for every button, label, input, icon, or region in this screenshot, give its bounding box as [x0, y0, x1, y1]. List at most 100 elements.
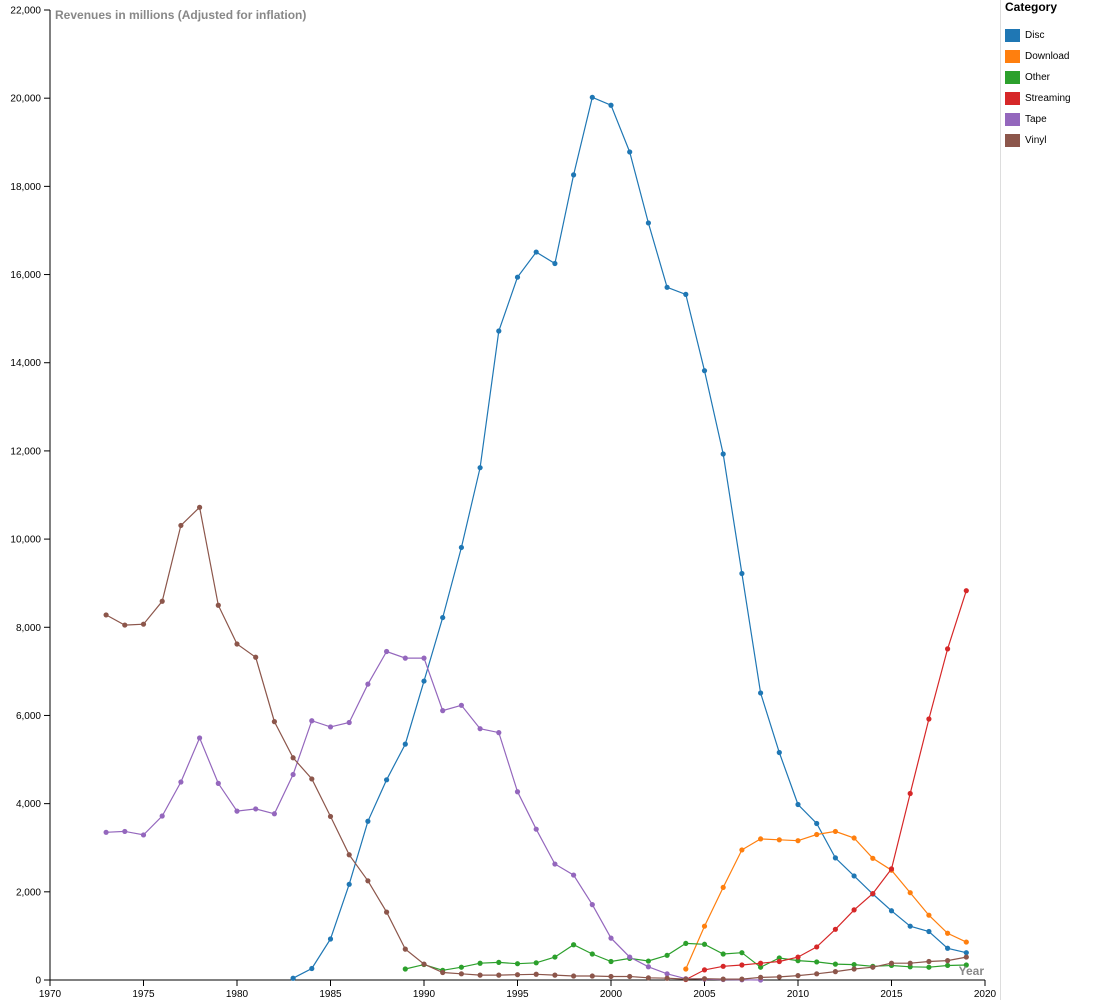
- x-tick-label: 2000: [600, 989, 623, 1000]
- data-point-other: [814, 959, 820, 965]
- y-tick-label: 4,000: [16, 799, 41, 810]
- x-tick-label: 1970: [39, 989, 62, 1000]
- legend-swatch-streaming: [1005, 91, 1020, 105]
- data-point-tape: [421, 655, 427, 661]
- data-point-vinyl: [795, 972, 801, 979]
- data-point-vinyl: [627, 973, 633, 980]
- data-point-tape: [346, 719, 352, 726]
- legend-label-download: Download: [1025, 50, 1070, 62]
- x-tick-label: 1980: [226, 989, 249, 1000]
- data-point-streaming: [814, 944, 820, 950]
- data-point-vinyl: [683, 976, 689, 982]
- data-point-disc: [795, 801, 801, 808]
- data-point-vinyl: [963, 954, 969, 960]
- data-point-vinyl: [758, 974, 764, 980]
- data-point-streaming: [870, 890, 876, 897]
- legend-item-download: Download: [1005, 48, 1069, 64]
- data-point-other: [552, 954, 558, 960]
- data-point-tape: [365, 681, 371, 687]
- data-point-vinyl: [327, 813, 334, 820]
- data-point-vinyl: [533, 971, 539, 977]
- y-tick-label: 8,000: [16, 623, 41, 634]
- y-tick-label: 20,000: [10, 94, 41, 105]
- data-point-vinyl: [253, 654, 259, 660]
- data-point-vinyl: [234, 641, 240, 647]
- data-point-vinyl: [776, 974, 782, 980]
- data-point-disc: [421, 678, 427, 684]
- data-point-vinyl: [215, 602, 221, 608]
- data-point-tape: [514, 789, 521, 795]
- data-point-disc: [963, 950, 969, 956]
- data-point-vinyl: [346, 852, 352, 858]
- data-point-other: [402, 966, 408, 972]
- data-point-other: [608, 958, 614, 965]
- x-tick-label: 1975: [132, 989, 155, 1000]
- data-point-tape: [533, 826, 539, 832]
- legend-swatch-vinyl: [1005, 133, 1020, 147]
- data-point-vinyl: [402, 946, 408, 952]
- series-vinyl: [103, 504, 969, 982]
- line-chart: 0 2,000 4,000 6,000 8,000 10,000 12,000 14,000 1…: [10, 6, 997, 1001]
- data-point-vinyl: [440, 969, 446, 976]
- data-point-vinyl: [178, 522, 184, 529]
- series-lines: [103, 94, 969, 983]
- data-point-disc: [402, 741, 408, 747]
- data-point-disc: [440, 614, 446, 621]
- data-point-streaming: [739, 962, 745, 968]
- data-point-disc: [739, 570, 745, 577]
- data-point-tape: [309, 718, 315, 724]
- data-point-tape: [477, 726, 483, 732]
- series-download: [683, 828, 969, 972]
- data-point-other: [477, 960, 483, 966]
- y-tick-label: 2,000: [16, 887, 41, 898]
- x-tick-label: 2015: [880, 989, 903, 1000]
- data-point-download: [870, 855, 876, 861]
- data-point-vinyl: [720, 976, 726, 982]
- data-point-disc: [776, 749, 782, 756]
- data-point-tape: [197, 735, 203, 741]
- data-point-vinyl: [514, 972, 521, 978]
- x-tick-label: 1985: [319, 989, 342, 1000]
- data-point-vinyl: [851, 966, 857, 972]
- data-point-download: [907, 890, 913, 896]
- data-point-vinyl: [271, 719, 277, 725]
- data-point-vinyl: [888, 960, 895, 966]
- data-point-other: [496, 959, 502, 965]
- data-point-disc: [888, 908, 895, 914]
- data-point-streaming: [720, 963, 726, 969]
- data-point-disc: [851, 873, 857, 879]
- data-point-vinyl: [309, 776, 315, 782]
- data-point-download: [720, 884, 726, 891]
- data-point-tape: [103, 829, 109, 835]
- series-line-disc: [292, 96, 967, 979]
- data-point-disc: [701, 368, 708, 374]
- data-point-download: [963, 939, 969, 945]
- data-point-other: [683, 940, 689, 947]
- data-point-tape: [122, 828, 128, 835]
- legend-label-streaming: Streaming: [1025, 92, 1071, 104]
- legend-item-tape: Tape: [1005, 111, 1047, 127]
- data-point-disc: [907, 923, 913, 929]
- data-point-tape: [215, 780, 221, 786]
- series-line-vinyl: [105, 506, 967, 980]
- data-point-disc: [926, 928, 932, 935]
- data-point-disc: [552, 260, 558, 267]
- data-point-vinyl: [384, 909, 390, 915]
- data-point-vinyl: [365, 878, 371, 884]
- data-point-other: [758, 964, 764, 970]
- data-point-disc: [477, 465, 483, 471]
- data-point-disc: [533, 249, 539, 255]
- data-point-disc: [645, 220, 652, 226]
- data-point-vinyl: [103, 612, 109, 618]
- legend-item-disc: Disc: [1005, 27, 1044, 43]
- legend-title: Category: [1005, 0, 1058, 14]
- data-point-vinyl: [926, 958, 932, 965]
- x-tick-label: 2020: [974, 989, 997, 1000]
- data-point-vinyl: [421, 961, 427, 967]
- data-point-vinyl: [645, 975, 652, 981]
- data-point-disc: [496, 328, 502, 334]
- data-point-disc: [290, 975, 296, 981]
- y-tick-label: 22,000: [10, 6, 41, 17]
- data-point-vinyl: [945, 958, 951, 964]
- data-point-vinyl: [458, 971, 464, 977]
